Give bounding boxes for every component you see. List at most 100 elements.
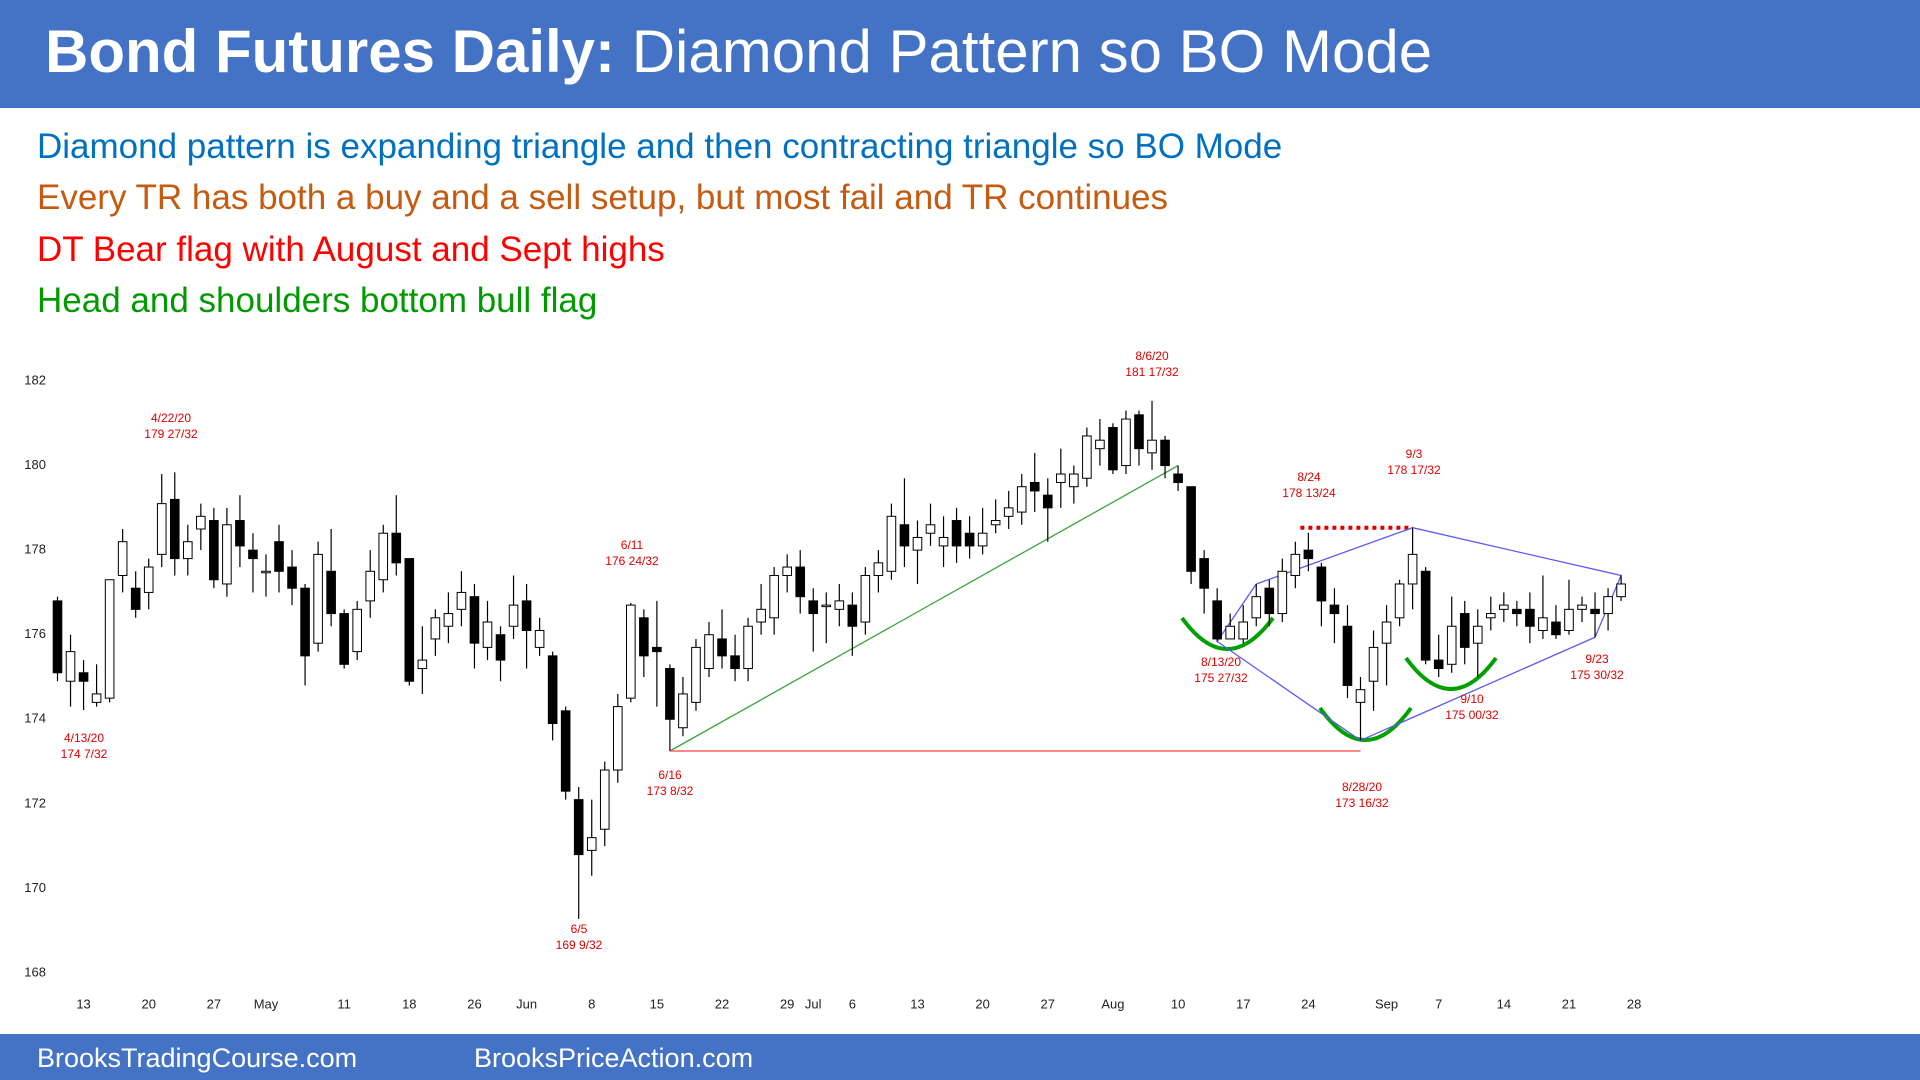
candle-body [1446, 625, 1457, 665]
annotation-date: 8/28/20 [1342, 780, 1382, 794]
candle-body [1160, 439, 1170, 467]
candle-body [521, 600, 532, 631]
candle-body [612, 706, 623, 771]
candle-body [443, 613, 454, 627]
y-tick-label: 170 [24, 880, 46, 895]
x-tick-label: 10 [1171, 996, 1185, 1011]
candle-body [626, 604, 636, 699]
title-rest: Diamond Pattern so BO Mode [631, 18, 1433, 85]
candle-body [156, 503, 167, 555]
candle-body [1355, 689, 1366, 703]
candle-body [1316, 566, 1327, 602]
annotation-date: 6/11 [621, 538, 644, 552]
candle-body [169, 498, 180, 560]
candle-body [104, 579, 115, 699]
x-tick-label: 8 [588, 996, 595, 1011]
footer-link: BrooksTradingCourse.com [37, 1043, 358, 1073]
candle-body [1551, 621, 1561, 636]
x-tick-label: 15 [650, 996, 664, 1011]
annotation-date: 4/13/20 [64, 731, 104, 745]
candle-body [717, 638, 727, 657]
candle-body [456, 591, 467, 610]
trend-line [669, 465, 1179, 752]
annotation-date: 8/24 [1297, 470, 1321, 484]
candle-body [1420, 570, 1431, 661]
candle-body [1499, 604, 1509, 610]
candle-body [1108, 427, 1118, 471]
candle-body [78, 672, 89, 682]
candle-body [1199, 558, 1209, 589]
candle-body [665, 668, 675, 720]
candle-body [639, 617, 649, 657]
candle-body [196, 515, 206, 530]
x-tick-label: 18 [402, 996, 416, 1011]
candle-body [261, 570, 271, 574]
candle-body [756, 608, 766, 623]
candle-body [652, 646, 662, 653]
candle-body [782, 566, 792, 577]
x-tick-label: 13 [910, 996, 924, 1011]
candle-body [365, 570, 376, 602]
candle-body [1525, 608, 1535, 627]
candle-body [886, 515, 897, 572]
candle-body [378, 532, 389, 581]
annotation-date: 9/3 [1406, 447, 1423, 461]
x-tick-label: Jun [516, 996, 537, 1011]
candle-body [1238, 621, 1249, 640]
candle-body [326, 570, 336, 615]
candle-body [300, 587, 310, 657]
annotation-price: 174 7/32 [61, 747, 108, 761]
candle-body [1303, 549, 1314, 560]
candle-body [534, 629, 545, 648]
candle-body [704, 634, 714, 670]
annotation-price: 178 13/24 [1282, 486, 1336, 500]
candle-body [1147, 439, 1157, 454]
candle-body [899, 524, 910, 547]
candle-body [52, 600, 63, 674]
candle-body [117, 541, 128, 577]
candle-body [1069, 473, 1079, 488]
x-tick-label: 17 [1236, 996, 1250, 1011]
candle-body [795, 566, 806, 598]
annotation-date: 8/6/20 [1135, 349, 1169, 363]
candle-body [1603, 596, 1613, 615]
annotation-price: 179 27/32 [144, 427, 198, 441]
candle-body [547, 655, 558, 725]
candle-body [1512, 608, 1522, 615]
annotation-date: 8/13/20 [1201, 655, 1241, 669]
candle-body [599, 769, 610, 830]
x-tick-label: 13 [76, 996, 90, 1011]
candle-body [1590, 608, 1600, 615]
candle-body [678, 693, 688, 729]
candle-body [508, 604, 519, 627]
y-tick-label: 176 [24, 626, 46, 641]
candle-body [391, 532, 402, 564]
candle-body [964, 532, 975, 547]
candle-body [1173, 473, 1183, 483]
annotation-price: 173 8/32 [647, 784, 694, 798]
candle-body [912, 536, 923, 551]
candle-body [222, 524, 232, 585]
candle-body [990, 520, 1001, 526]
annotation-price: 178 17/32 [1387, 463, 1441, 477]
candle-body [1368, 646, 1379, 682]
candle-body [1225, 625, 1236, 640]
header-bar: Bond Futures Daily: Diamond Pattern so B… [0, 0, 1920, 108]
candle-body [469, 596, 480, 644]
candle-body [821, 604, 832, 608]
x-tick-label: 21 [1562, 996, 1576, 1011]
candle-body [1134, 414, 1144, 450]
candle-body [143, 566, 154, 593]
note: DT Bear flag with August and Sept highs [37, 230, 665, 269]
hs-shoulder-arc [1404, 656, 1498, 691]
footer-bar: BrooksTradingCourse.com BrooksPriceActio… [0, 1034, 1920, 1080]
candle-body [938, 536, 949, 547]
candle-body [404, 558, 415, 682]
candle-body [209, 520, 219, 581]
candle-body [130, 587, 141, 610]
candle-body [951, 520, 962, 547]
annotation-price: 175 00/32 [1445, 708, 1499, 722]
candle-body [352, 608, 362, 653]
candle-body [1394, 583, 1405, 619]
candle-body [1082, 435, 1092, 479]
